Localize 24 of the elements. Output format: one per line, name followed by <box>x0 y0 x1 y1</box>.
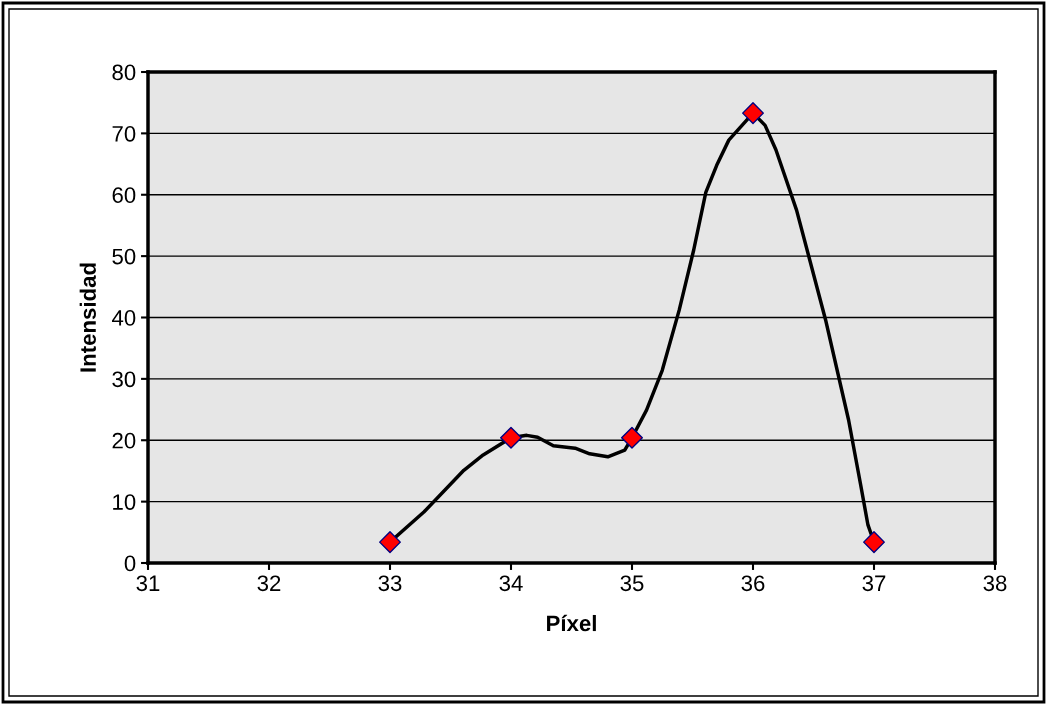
y-tick-label: 40 <box>111 310 136 326</box>
y-tick-label: 50 <box>112 248 136 265</box>
point <box>500 426 522 449</box>
x-tick-label: 37 <box>862 575 886 592</box>
point <box>742 102 764 125</box>
x-tick-label: 34 <box>499 575 523 592</box>
point <box>863 531 885 554</box>
point <box>621 426 643 449</box>
x-tick-label: 33 <box>378 575 402 592</box>
x-tick-label: 38 <box>983 575 1007 592</box>
x-tick-label: 31 <box>136 575 160 592</box>
y-tick-label: 80 <box>112 64 136 81</box>
y-tick-label: 20 <box>112 432 136 449</box>
y-tick-label: 0 <box>124 555 136 572</box>
x-tick-label: 35 <box>620 575 644 592</box>
x-axis-title: Píxel <box>547 614 596 632</box>
x-tick-label: 32 <box>257 575 281 592</box>
y-axis-title: Intensidad <box>79 263 96 372</box>
y-tick-label: 10 <box>113 494 136 510</box>
y-tick-label: 70 <box>112 125 136 142</box>
y-tick-label: 30 <box>112 371 136 388</box>
y-tick-label: 60 <box>112 187 136 204</box>
x-tick-label: 36 <box>741 575 765 592</box>
point <box>379 531 401 554</box>
